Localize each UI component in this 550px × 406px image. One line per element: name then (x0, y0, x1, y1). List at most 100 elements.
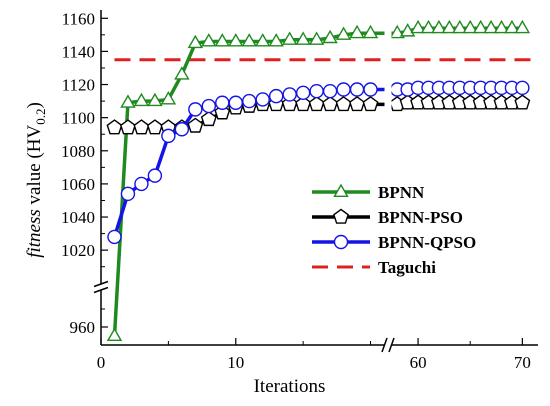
data-point-bpnn-pso (200, 110, 217, 127)
y-tick-label: 1080 (61, 142, 95, 161)
data-point-bpnn-qpso (309, 83, 324, 99)
data-point-bpnn (389, 24, 405, 39)
data-point-bpnn-qpso (295, 85, 311, 101)
data-point-bpnn-qpso (147, 168, 163, 183)
data-point-bpnn (335, 26, 352, 40)
data-point-bpnn-pso (133, 119, 150, 135)
data-point-bpnn (201, 33, 217, 47)
data-point-bpnn (295, 31, 311, 45)
data-point-bpnn-pso (362, 96, 379, 112)
legend-item-bpnn-qpso: BPNN-QPSO (312, 233, 476, 252)
data-point-bpnn (160, 91, 177, 105)
legend: BPNN BPNN-PSO BPNN-QPSO Taguchi (312, 183, 476, 277)
data-point-bpnn (268, 33, 284, 47)
data-point-bpnn (483, 19, 499, 34)
data-point-bpnn (322, 29, 338, 44)
data-point-bpnn (254, 33, 271, 47)
legend-item-taguchi: Taguchi (312, 258, 436, 277)
data-point-bpnn-qpso (174, 122, 190, 137)
data-point-bpnn-qpso (228, 95, 243, 110)
data-point-bpnn-pso (349, 96, 366, 112)
legend-label-bpnn-pso: BPNN-PSO (378, 208, 463, 227)
series-bpnn (106, 19, 531, 342)
data-point-bpnn-qpso (134, 176, 149, 192)
legend-label-bpnn-qpso: BPNN-QPSO (378, 233, 476, 252)
data-point-bpnn (420, 19, 437, 34)
data-point-bpnn-qpso (242, 93, 257, 109)
data-point-bpnn (514, 19, 531, 34)
data-point-bpnn (308, 31, 325, 45)
y-tick-label: 1060 (61, 175, 95, 194)
data-point-bpnn (431, 19, 447, 34)
data-point-bpnn-pso (308, 96, 325, 112)
data-point-bpnn (241, 33, 257, 47)
data-point-bpnn (362, 24, 379, 39)
y-tick-label: 1020 (61, 241, 95, 260)
y-axis-break-mark (93, 286, 109, 294)
data-point-bpnn (504, 19, 520, 34)
y-tick-label: 960 (70, 318, 96, 337)
data-point-bpnn-qpso (161, 128, 176, 144)
data-point-bpnn-qpso (322, 83, 338, 99)
data-point-bpnn (214, 33, 231, 47)
data-point-bpnn (228, 33, 244, 47)
y-tick-label: 1040 (61, 208, 95, 227)
data-point-bpnn (174, 66, 190, 80)
data-point-bpnn (106, 327, 123, 342)
data-point-bpnn-pso (187, 117, 204, 133)
series-line-bpnn (112, 26, 523, 337)
plot-break-gap (384, 10, 392, 336)
data-point-bpnn (462, 19, 478, 34)
y-tick-label: 1160 (62, 9, 95, 28)
data-point-bpnn-qpso (201, 98, 217, 114)
y-axis-title: fitness value (HV0.2) (24, 102, 48, 258)
data-point-bpnn (281, 31, 298, 45)
data-point-bpnn-qpso (107, 229, 122, 245)
y-axis-break-gap (93, 284, 109, 291)
data-point-bpnn-pso (106, 119, 123, 135)
data-point-bpnn (493, 19, 510, 34)
x-tick-label: 60 (410, 353, 427, 372)
legend-label-bpnn: BPNN (378, 183, 425, 202)
y-axis-title-subscript: 0.2 (33, 109, 48, 125)
y-tick-label: 1120 (62, 76, 95, 95)
legend-item-bpnn-pso: BPNN-PSO (312, 208, 463, 227)
x-axis-break-mark (381, 337, 388, 353)
y-tick-label: 1100 (62, 109, 95, 128)
data-point-bpnn (452, 19, 468, 34)
x-tick-label: 0 (97, 353, 106, 372)
data-point-bpnn-pso (514, 94, 531, 110)
data-point-bpnn (147, 92, 163, 107)
data-point-bpnn-qpso (515, 80, 530, 96)
series-bpnn-qpso (107, 80, 530, 245)
data-point-bpnn-qpso (120, 186, 136, 202)
x-tick-label: 10 (227, 353, 244, 372)
plot-area (106, 10, 533, 342)
x-axis-title: Iterations (254, 376, 326, 397)
data-point-bpnn (441, 19, 458, 34)
data-point-bpnn-pso (322, 96, 339, 112)
legend-label-taguchi: Taguchi (378, 258, 436, 277)
legend-item-bpnn: BPNN (312, 183, 425, 202)
legend-marker-bpnn-qpso (333, 234, 349, 250)
data-point-bpnn-pso (335, 96, 352, 112)
y-axis-title-italic: fitness (24, 209, 45, 258)
legend-marker-bpnn-pso (333, 208, 349, 224)
data-point-bpnn-qpso (336, 82, 351, 97)
data-point-bpnn (472, 19, 489, 34)
x-axis-break-mark (388, 337, 395, 353)
legend-marker-bpnn (333, 183, 349, 198)
x-axis-break-gap (384, 337, 392, 353)
data-point-bpnn (133, 92, 150, 107)
y-axis-title-close: ) (24, 102, 45, 108)
data-point-bpnn-pso (146, 119, 163, 135)
data-point-bpnn-qpso (215, 95, 230, 110)
data-point-bpnn-pso (119, 119, 136, 135)
data-point-bpnn (349, 24, 365, 39)
data-point-bpnn-qpso (255, 92, 270, 107)
y-axis-break-mark (93, 280, 109, 288)
data-point-bpnn-qpso (268, 88, 284, 104)
data-point-bpnn (120, 94, 136, 108)
data-point-bpnn (187, 34, 204, 49)
